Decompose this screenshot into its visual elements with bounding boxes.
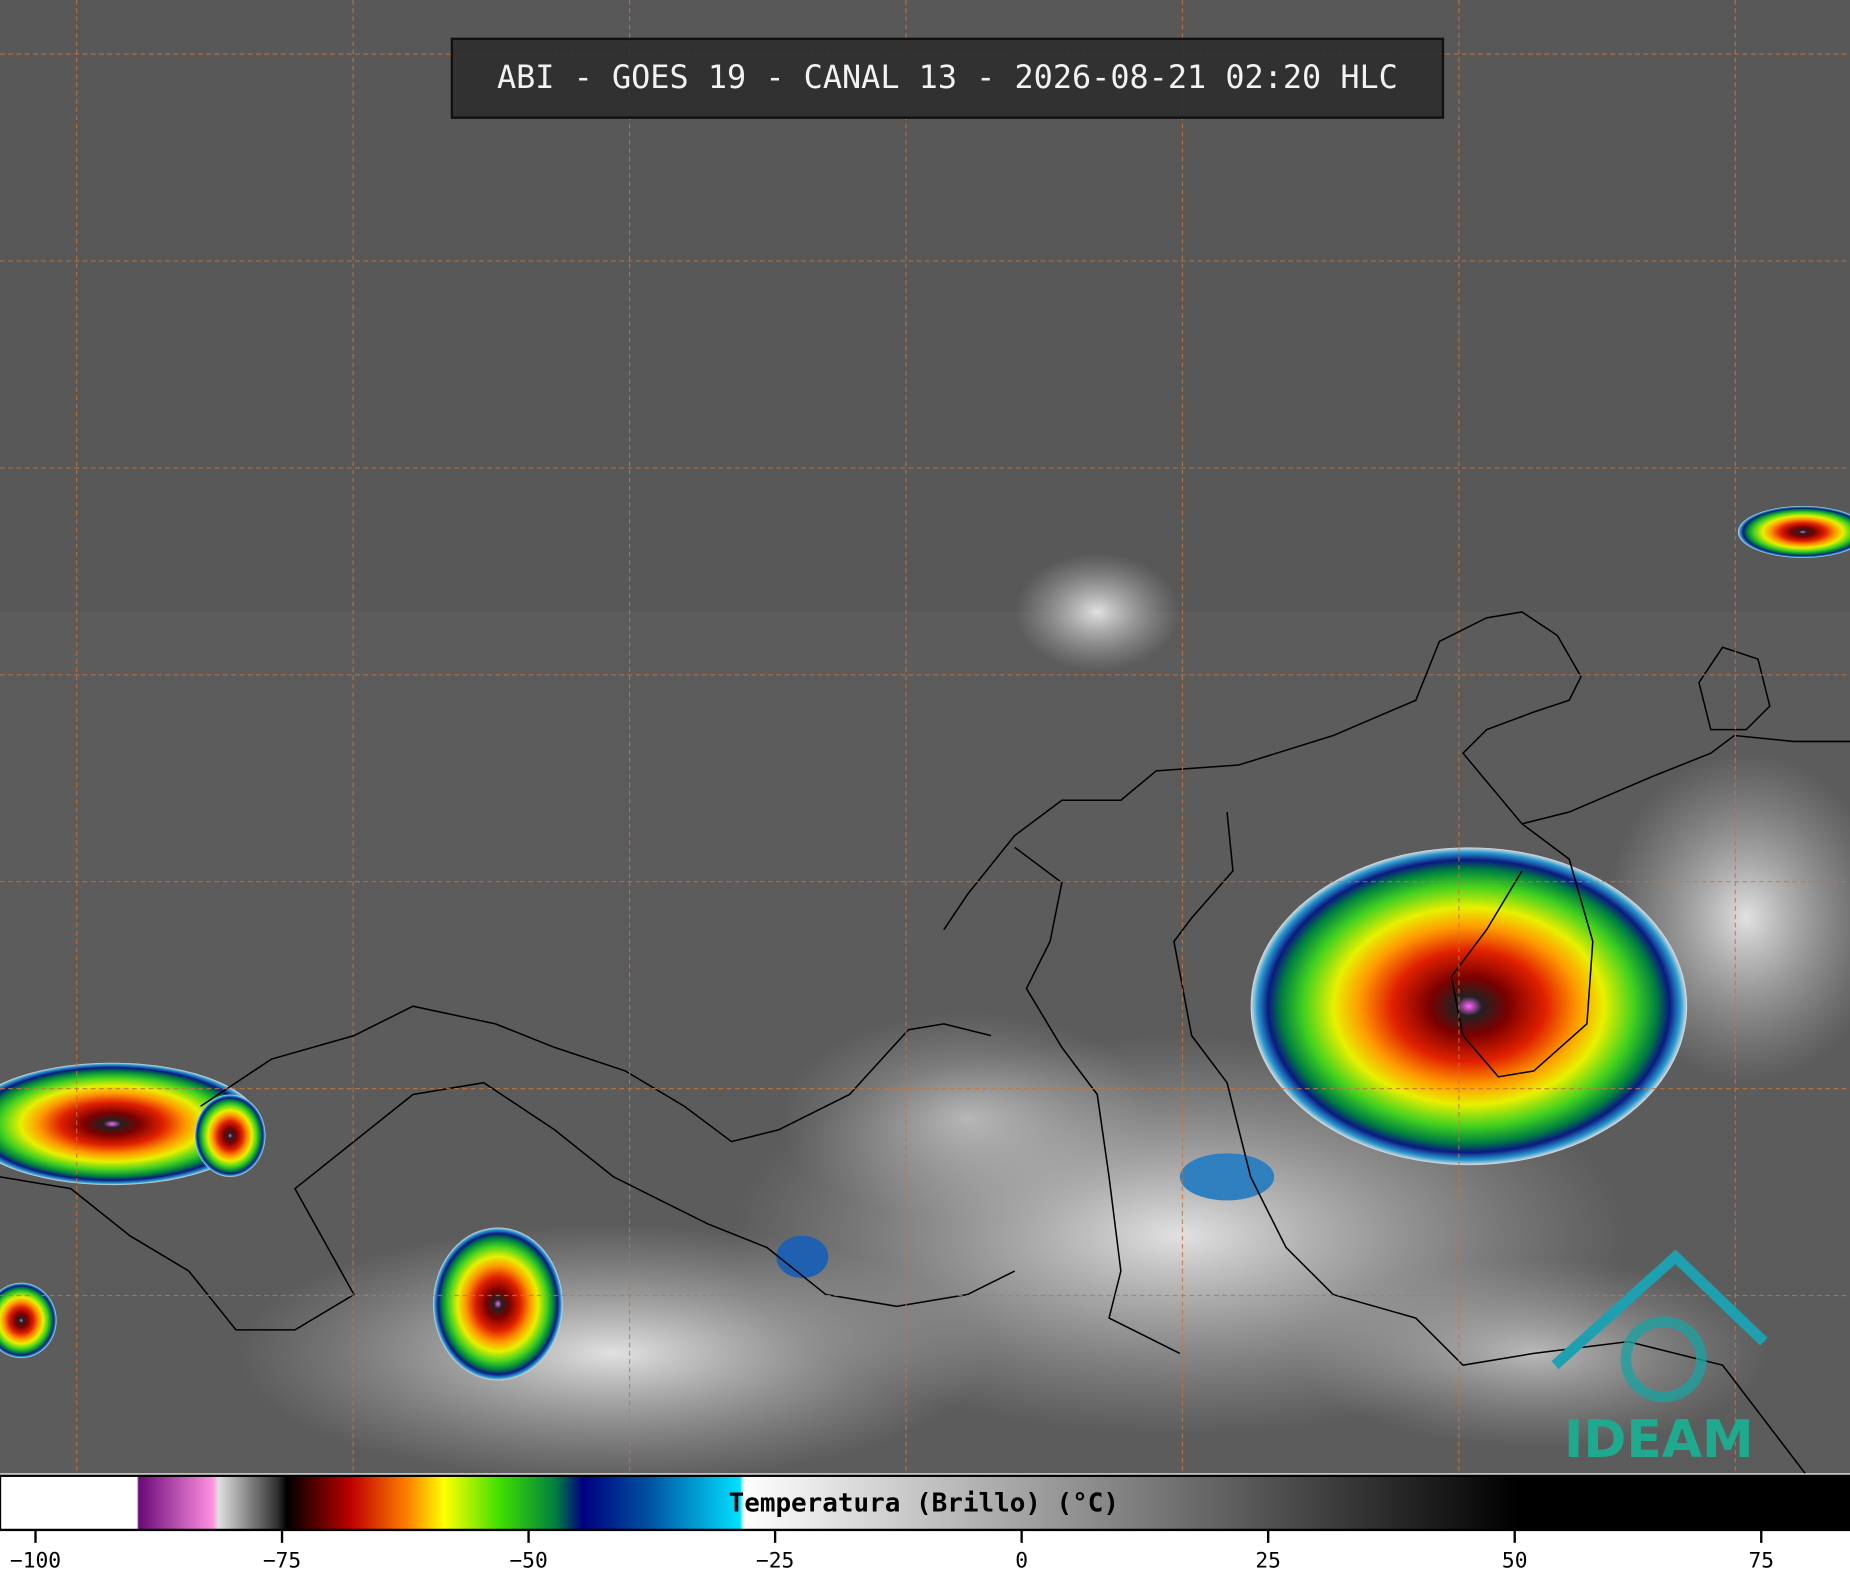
- logo-roof: [1551, 1249, 1768, 1370]
- tick-label: −100: [10, 1549, 61, 1574]
- title-box: [450, 37, 1445, 119]
- colorbar: [0, 1474, 1850, 1532]
- title: ABI - GOES 19 - CANAL 13 - 2026-08-21 02…: [497, 58, 1398, 96]
- graticule: [0, 0, 1850, 1474]
- convective-cells: [0, 506, 1850, 1381]
- tick-label: 50: [1502, 1549, 1528, 1574]
- tick-label: −50: [509, 1549, 547, 1574]
- logo-swirl: [1620, 1316, 1707, 1403]
- tick-label: 75: [1748, 1549, 1774, 1574]
- tick-label: 0: [1015, 1549, 1028, 1574]
- colorbar-ticks: −100 −75 −50 −25 0 25 50 75: [10, 1529, 1774, 1574]
- ideam-logo: IDEAM: [1551, 1249, 1768, 1470]
- tick-label: 25: [1255, 1549, 1281, 1574]
- logo-text: IDEAM: [1564, 1410, 1754, 1470]
- colorbar-label: Temperatura (Brillo) (°C): [729, 1489, 1119, 1519]
- tick-label: −75: [263, 1549, 301, 1574]
- cloud-field: [235, 553, 1850, 1483]
- tick-label: −25: [756, 1549, 794, 1574]
